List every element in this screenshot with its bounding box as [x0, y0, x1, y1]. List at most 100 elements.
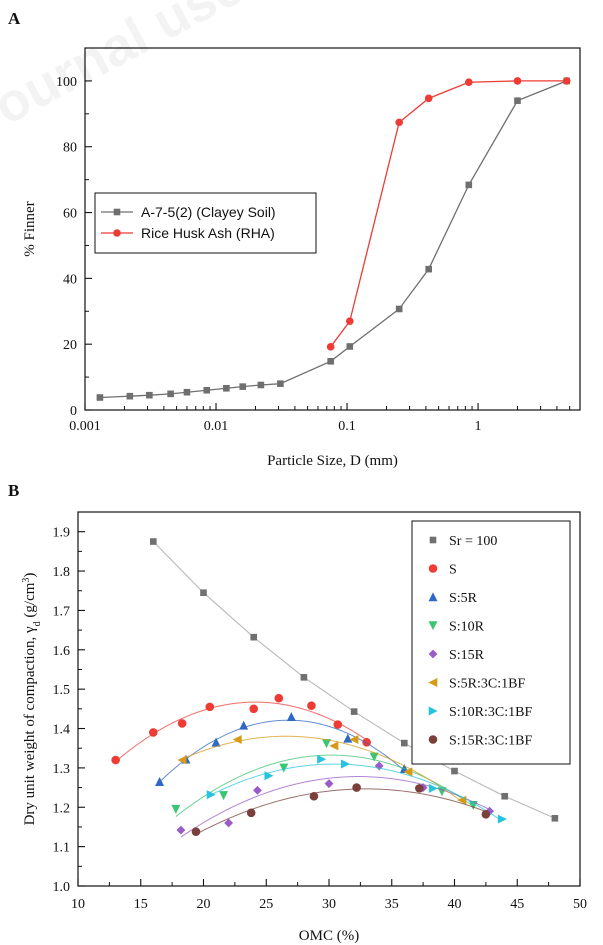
y-tick-label-a: 20: [63, 338, 77, 353]
data-point-clayey-soil: [183, 388, 191, 396]
data-point-clayey-soil: [425, 265, 432, 273]
data-point-s: [149, 728, 158, 737]
legend-b: Sr = 100 S S:5R S:10R S:15R S:5R:3C:1BF S:10R:…: [411, 520, 571, 765]
legend-label-s: S: [449, 563, 457, 578]
data-point-s-5r: [155, 777, 165, 786]
data-point-s-15r-3c-1bf: [309, 791, 319, 801]
data-point-s-15r-3c-1bf: [415, 784, 424, 793]
legend-marker-s-15r: [428, 649, 438, 659]
data-point-clayey-soil: [465, 181, 473, 189]
data-point-s-10r: [279, 763, 289, 773]
x-axis-label-b: OMC (%): [299, 928, 359, 944]
series-s-15r-3c-1bf: [191, 783, 491, 836]
legend-marker-s-10r: [428, 621, 438, 631]
data-point-s-10r-3c-1bf: [341, 759, 350, 769]
series-fit-s-15r-3c-1bf: [195, 788, 487, 835]
data-point-s-10r-3c-1bf: [497, 814, 507, 824]
data-point-s-5r: [239, 720, 249, 730]
panel-b: B 10 15 20 25 30 35 40 45 50 1.0 1.1 1.2 1.3 1.4 1.5 1.6…: [8, 481, 587, 944]
series-fit-s-5r-3c-1bf: [181, 735, 463, 803]
series-s-5r-3c-1bf: [177, 735, 467, 805]
data-point-clayey-soil: [126, 392, 134, 400]
x-tick-label-b: 30: [322, 897, 336, 912]
x-tick-label-b: 35: [385, 897, 399, 912]
data-point-s: [249, 704, 258, 714]
data-point-clayey-soil: [395, 305, 403, 313]
data-point-s-10r-3c-1bf: [264, 771, 274, 781]
x-tick-label-a: 0.01: [204, 419, 229, 434]
legend-label-clayey-soil: A-7-5(2) (Clayey Soil): [141, 204, 276, 220]
legend-box-b: [411, 520, 571, 765]
legend-marker-s: [428, 564, 438, 573]
data-point-rha: [562, 77, 571, 85]
data-point-rha: [326, 343, 335, 351]
y-tick-label-b: 1.9: [53, 526, 71, 541]
y-tick-label-b: 1.2: [53, 801, 71, 816]
y-tick-label-b: 1.1: [53, 841, 71, 856]
series-sr100: [150, 538, 559, 822]
data-point-s-15r: [324, 779, 334, 789]
data-point-clayey-soil: [203, 386, 211, 394]
legend-label-s-15r: S:15R: [449, 648, 485, 663]
series-line-rha: [330, 80, 567, 348]
data-point-rha: [395, 118, 403, 127]
data-point-s-10r: [219, 791, 229, 801]
y-tick-label-b: 1.6: [53, 644, 71, 659]
panel-a: A 0.001 0.01 0.1 1 0 20 40 60 80 100 Particle Size,…: [8, 9, 581, 469]
data-point-s-5r: [343, 733, 353, 743]
y-tick-label-b: 1.4: [53, 723, 71, 738]
data-point-sr100: [200, 589, 207, 597]
watermark-text: Journal use: [0, 0, 253, 151]
legend-label-s-5r-3c-1bf: S:5R:3C:1BF: [449, 677, 525, 692]
y-tick-label-b: 1.3: [53, 762, 71, 777]
series-s-5r: [155, 712, 409, 786]
y-tick-label-b: 1.0: [53, 880, 71, 895]
data-point-s-5r-3c-1bf: [177, 755, 187, 765]
data-point-sr100: [501, 792, 509, 800]
data-point-clayey-soil: [167, 390, 174, 398]
data-point-clayey-soil: [277, 380, 284, 387]
data-point-sr100: [451, 767, 458, 775]
data-point-s-15r: [253, 785, 262, 795]
data-point-clayey-soil: [327, 357, 334, 365]
data-point-s-5r-3c-1bf: [403, 767, 413, 777]
data-point-sr100: [250, 633, 257, 641]
legend-box-a: [94, 192, 317, 254]
legend-label-sr100: Sr = 100: [449, 534, 497, 549]
data-point-rha: [424, 94, 433, 103]
data-point-s-15r: [176, 825, 186, 835]
data-point-s-15r-3c-1bf: [191, 827, 201, 836]
legend-label-rha: Rice Husk Ash (RHA): [141, 225, 275, 241]
y-axis-label-a: % Finner: [22, 201, 38, 256]
data-point-s-5r-3c-1bf: [349, 735, 359, 745]
x-tick-label-b: 50: [573, 897, 587, 912]
legend-marker-s-5r: [428, 592, 438, 602]
data-point-clayey-soil: [257, 381, 265, 389]
data-point-clayey-soil: [239, 383, 247, 390]
data-point-sr100: [400, 739, 408, 747]
data-point-rha: [465, 78, 473, 87]
data-point-s-5r: [211, 737, 221, 747]
data-point-s: [333, 720, 343, 729]
series-fit-s-15r: [180, 776, 490, 838]
data-point-clayey-soil: [146, 391, 153, 399]
legend-marker-s-10r-3c-1bf: [428, 706, 438, 716]
data-point-s-15r-3c-1bf: [481, 810, 491, 819]
data-point-s-5r: [286, 712, 296, 722]
x-tick-label-a: 1: [475, 419, 482, 434]
data-point-clayey-soil: [514, 97, 521, 104]
x-tick-label-b: 10: [71, 897, 85, 912]
data-point-s-10r-3c-1bf: [428, 783, 438, 793]
x-tick-label-a: 0.1: [338, 419, 356, 434]
legend-marker-rha: [113, 229, 121, 237]
series-fit-s-5r: [159, 719, 405, 783]
series-s-10r-3c-1bf: [206, 754, 507, 824]
x-tick-label-a: 0.001: [69, 419, 101, 434]
data-point-s: [177, 719, 187, 728]
data-point-s-15r: [224, 818, 234, 828]
plot-frame-a: [84, 47, 581, 411]
data-point-s: [205, 702, 215, 712]
x-axis-label-a: Particle Size, D (mm): [267, 453, 398, 469]
